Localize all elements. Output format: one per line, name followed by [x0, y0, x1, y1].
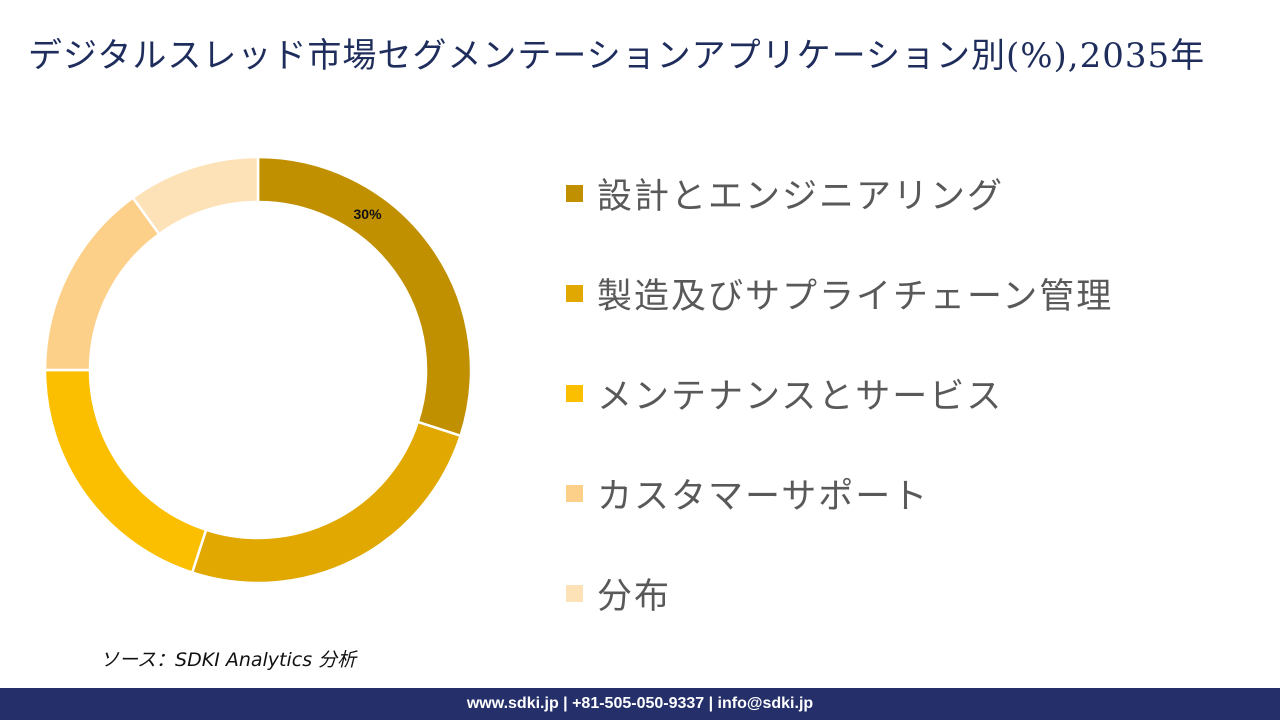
chart-title: デジタルスレッド市場セグメンテーションアプリケーション別(%),2035年 [28, 36, 1206, 76]
legend-item-design-engineering: 設計とエンジニアリング [566, 168, 1113, 218]
source-note: ソース：SDKI Analytics 分析 [100, 649, 357, 671]
donut-chart-svg: 30% [43, 155, 473, 585]
footer-bar: www.sdki.jp | +81-505-050-9337 | info@sd… [0, 688, 1280, 720]
legend-label: 製造及びサプライチェーン管理 [597, 276, 1114, 317]
legend-item-customer-support: カスタマーサポート [566, 468, 1113, 518]
donut-segment [256, 155, 473, 438]
donut-segment [43, 195, 161, 372]
legend-item-distribution: 分布 [566, 568, 1113, 618]
donut-segment [190, 420, 463, 585]
legend-item-manufacturing-supply-chain: 製造及びサプライチェーン管理 [566, 268, 1113, 318]
legend-item-maintenance-service: メンテナンスとサービス [566, 368, 1113, 418]
legend-swatch-icon [566, 284, 583, 302]
footer-contact: www.sdki.jp | +81-505-050-9337 | info@sd… [466, 695, 814, 712]
donut-segment [131, 155, 260, 236]
legend-label: メンテナンスとサービス [597, 376, 1004, 417]
donut-segment [43, 368, 208, 575]
legend-label: 分布 [597, 576, 672, 617]
legend-swatch-icon [566, 184, 583, 202]
segment-data-label: 30% [354, 206, 383, 222]
legend-swatch-icon [566, 584, 583, 602]
legend-label: 設計とエンジニアリング [597, 176, 1005, 217]
legend-swatch-icon [566, 484, 583, 502]
chart-legend: 設計とエンジニアリング 製造及びサプライチェーン管理 メンテナンスとサービス カ… [566, 168, 1113, 668]
donut-chart: 30% [30, 140, 490, 600]
legend-swatch-icon [566, 384, 583, 402]
legend-label: カスタマーサポート [597, 476, 930, 517]
